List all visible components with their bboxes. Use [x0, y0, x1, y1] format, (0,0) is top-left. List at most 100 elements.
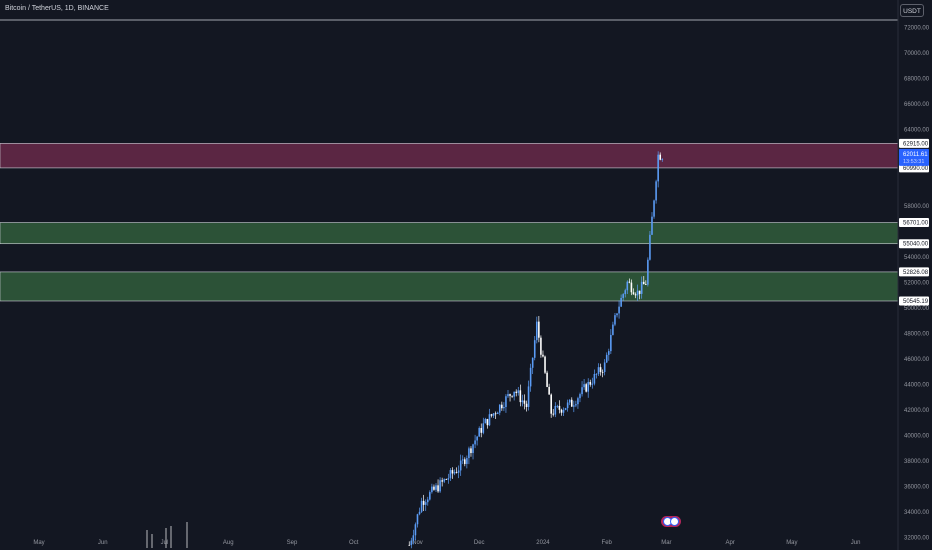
candle-body — [595, 373, 598, 375]
y-tick-label: 70000.00 — [904, 51, 930, 57]
candle-body — [501, 404, 503, 409]
candle-body — [513, 391, 515, 397]
event-flag-badge[interactable] — [661, 516, 681, 527]
y-tick-label: 44000.00 — [904, 382, 930, 388]
candle-body — [642, 281, 645, 285]
candle-body — [564, 408, 567, 410]
candle-body — [589, 381, 592, 385]
y-tick-label: 40000.00 — [904, 433, 930, 439]
candle-body — [431, 486, 433, 493]
flag-icon — [670, 517, 679, 526]
candle-body — [605, 354, 608, 363]
candle-body — [558, 405, 561, 410]
x-tick-label: May — [33, 540, 44, 546]
price-label-box — [899, 218, 929, 228]
candle-body — [457, 470, 460, 473]
candle-body — [488, 414, 491, 426]
candle-body — [620, 297, 622, 307]
x-tick-label: Mar — [661, 540, 671, 546]
candle-body — [554, 405, 557, 415]
bar-countdown: 13:53:31 — [903, 159, 924, 165]
candle-body — [535, 321, 538, 341]
candle-body — [573, 405, 575, 407]
symbol-title: Bitcoin / TetherUS, 1D, BINANCE — [5, 5, 109, 12]
x-tick-label: Dec — [474, 540, 485, 546]
candle-body — [601, 371, 604, 373]
y-tick-label: 68000.00 — [904, 77, 930, 83]
candle-body — [420, 500, 423, 512]
candle-body — [517, 390, 520, 393]
candle-body — [429, 492, 431, 500]
candle-body — [461, 459, 464, 461]
candle-body — [478, 428, 480, 437]
y-tick-label: 50000.00 — [904, 306, 930, 312]
candle-body — [503, 406, 505, 409]
candle-body — [527, 386, 530, 408]
candle-body — [634, 294, 637, 296]
candle-body — [468, 448, 470, 459]
candle-body — [614, 315, 616, 325]
candle-body — [531, 357, 534, 368]
candle-body — [470, 448, 472, 454]
price-label: 56701.00 — [903, 221, 929, 227]
candle-body — [579, 394, 581, 399]
candle-body — [437, 485, 439, 492]
candle-body — [426, 499, 429, 503]
y-tick-label: 66000.00 — [904, 102, 930, 108]
candle-body — [628, 281, 631, 283]
candle-body — [640, 281, 643, 294]
candle-body — [624, 290, 627, 295]
candle-body — [581, 387, 583, 395]
candle-body — [587, 381, 590, 392]
candle-body — [422, 500, 425, 505]
y-tick-label: 48000.00 — [904, 331, 930, 337]
candle-body — [661, 159, 664, 160]
zone-support — [0, 222, 899, 245]
x-tick-label: Apr — [725, 540, 734, 546]
candle-body — [451, 470, 454, 474]
x-tick-label: Nov — [412, 540, 423, 546]
candle-body — [651, 216, 653, 235]
candle-body — [414, 524, 417, 536]
candle-body — [525, 403, 528, 408]
candle-body — [443, 479, 446, 482]
candle-body — [449, 470, 452, 479]
candle-body — [603, 362, 606, 372]
candle-body — [509, 394, 511, 396]
last-price-box — [899, 148, 929, 166]
candle-body — [546, 372, 548, 387]
candle-body — [463, 459, 466, 464]
candle-body — [556, 405, 559, 407]
candle-body — [523, 400, 526, 404]
candle-body — [482, 423, 485, 433]
candle-body — [659, 154, 662, 160]
candle-body — [618, 306, 620, 314]
y-tick-label: 34000.00 — [904, 510, 930, 516]
candle-body — [657, 154, 659, 182]
candle-body — [466, 458, 468, 464]
zone-support — [0, 271, 899, 302]
candle-body — [533, 340, 536, 358]
last-price-value: 62011.61 — [903, 152, 928, 158]
candle-body — [560, 409, 563, 413]
candle-body — [577, 398, 579, 405]
candle-body — [459, 460, 462, 471]
currency-button[interactable]: USDT — [900, 4, 924, 17]
candle-body — [583, 384, 585, 388]
candle-body — [486, 418, 489, 426]
candle-body — [612, 324, 614, 335]
candle-body — [498, 404, 501, 413]
x-tick-label: Jul — [161, 540, 169, 546]
y-tick-label: 54000.00 — [904, 255, 930, 261]
x-tick-label: Aug — [223, 540, 234, 546]
candle-body — [630, 282, 633, 293]
candle-body — [474, 440, 476, 445]
price-label-box — [899, 138, 929, 148]
y-tick-label: 72000.00 — [904, 26, 930, 32]
candle-body — [511, 395, 513, 397]
candle-body — [636, 290, 639, 296]
candle-body — [505, 396, 507, 407]
candle-body — [418, 511, 421, 515]
candle-body — [550, 394, 552, 414]
